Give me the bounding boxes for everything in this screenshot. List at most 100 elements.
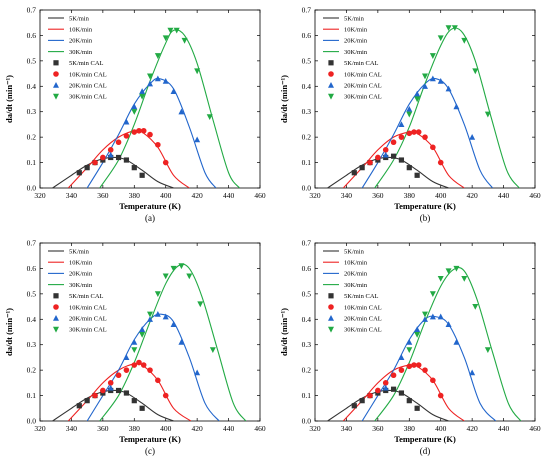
legend-label-20k-min: 20K/min xyxy=(69,271,93,278)
plot-area xyxy=(327,265,522,421)
x-axis-title: Temperature (K) xyxy=(119,434,181,444)
y-tick-label: 0.1 xyxy=(27,391,37,400)
point-30k-min-cal xyxy=(472,68,479,75)
y-axis-title: da/dt (min⁻¹) xyxy=(279,308,289,356)
point-5k-min-cal xyxy=(351,403,357,409)
x-tick-label: 460 xyxy=(254,191,266,200)
point-30k-min-cal xyxy=(131,109,138,115)
point-30k-min-cal xyxy=(461,276,468,282)
point-10k-min-cal xyxy=(437,159,444,166)
point-30k-min-cal xyxy=(451,25,458,31)
legend-swatch-20k-min-cal xyxy=(53,82,59,88)
point-5k-min-cal xyxy=(406,398,412,404)
x-tick-label: 380 xyxy=(404,424,416,433)
chart-panel-3: 320 340 360 380 400 420 440 460 0.0 0.1 0.2 0.3 0.4 0… xyxy=(4,239,266,457)
legend: 5K/min 10K/min 20K/min 30K/min 5K/min CAL 10K… xyxy=(48,248,107,334)
y-tick-label: 0.1 xyxy=(302,158,312,167)
legend-swatch-20k-min-cal xyxy=(328,315,334,321)
x-tick-label: 460 xyxy=(254,424,266,433)
point-5k-min-cal xyxy=(123,390,130,396)
y-tick-label: 0.4 xyxy=(27,315,37,324)
y-tick-label: 0.5 xyxy=(27,289,37,298)
plot-frame xyxy=(314,242,536,422)
legend-label-5k-min: 5K/min xyxy=(69,248,90,255)
plot-frame xyxy=(39,242,261,422)
point-10k-min-cal xyxy=(382,147,389,153)
point-5k-min-cal xyxy=(139,405,145,411)
x-tick-label: 340 xyxy=(66,191,78,200)
point-30k-min-cal xyxy=(139,331,146,338)
legend-label-10k-min: 10K/min xyxy=(344,27,368,34)
point-20k-min-cal xyxy=(429,313,436,320)
point-20k-min-cal xyxy=(437,78,444,84)
legend-label-5k-min: 5K/min xyxy=(344,15,365,22)
y-tick-label: 0.6 xyxy=(27,31,37,40)
x-tick-label: 420 xyxy=(192,424,204,433)
x-tick-label: 440 xyxy=(223,424,235,433)
point-20k-min-cal xyxy=(429,75,436,82)
x-tick-label: 400 xyxy=(435,191,447,200)
point-30k-min-cal xyxy=(445,25,452,31)
x-tick-label: 400 xyxy=(435,424,447,433)
point-10k-min-cal xyxy=(411,129,417,135)
point-30k-min-cal xyxy=(162,35,169,42)
point-10k-min-cal xyxy=(123,367,130,373)
x-tick-label: 420 xyxy=(467,424,479,433)
point-10k-min-cal xyxy=(430,377,436,384)
legend-swatch-5k-min-cal xyxy=(53,60,59,66)
point-10k-min-cal xyxy=(390,139,397,146)
x-tick-label: 420 xyxy=(192,191,204,200)
x-tick-label: 360 xyxy=(372,191,384,200)
point-20k-min-cal xyxy=(437,313,444,320)
point-20k-min-cal xyxy=(131,103,138,110)
y-tick-label: 0.4 xyxy=(27,82,37,91)
point-5k-min-cal xyxy=(351,170,357,176)
point-30k-min-cal xyxy=(422,73,428,80)
plot-frame xyxy=(39,9,261,189)
point-20k-min-cal xyxy=(406,105,413,112)
chart-panel-4: 320 340 360 380 400 420 440 460 0.0 0.1 0.2 0.3 0.4 0… xyxy=(279,239,541,457)
legend-label-30k-min-cal: 30K/min CAL xyxy=(344,327,382,334)
series-line-5k-min xyxy=(52,389,174,421)
point-10k-min-cal xyxy=(140,362,147,368)
point-10k-min-cal xyxy=(367,159,373,166)
point-10k-min-cal xyxy=(136,127,142,134)
point-20k-min-cal xyxy=(170,321,177,327)
series-line-20k-min xyxy=(361,315,497,421)
legend-label-30k-min: 30K/min xyxy=(344,282,368,289)
point-20k-min-cal xyxy=(154,311,161,317)
point-30k-min-cal xyxy=(429,53,436,59)
panel-label: (c) xyxy=(145,446,155,456)
point-30k-min-cal xyxy=(154,291,161,298)
point-30k-min-cal xyxy=(406,111,413,118)
point-30k-min-cal xyxy=(437,276,444,282)
point-30k-min-cal xyxy=(173,27,180,34)
point-30k-min-cal xyxy=(414,331,421,338)
series-line-10k-min xyxy=(67,362,192,421)
point-20k-min-cal xyxy=(162,78,169,84)
legend: 5K/min 10K/min 20K/min 30K/min 5K/min CAL 10K… xyxy=(323,15,382,101)
y-tick-label: 0.5 xyxy=(302,56,312,65)
legend-label-5k-min: 5K/min xyxy=(344,248,365,255)
point-30k-min-cal xyxy=(162,273,169,280)
point-30k-min-cal xyxy=(472,303,479,310)
point-30k-min-cal xyxy=(453,265,460,272)
point-30k-min-cal xyxy=(414,96,421,103)
series-line-30k-min xyxy=(374,27,520,188)
legend-label-30k-min-cal: 30K/min CAL xyxy=(69,327,107,334)
legend-label-5k-min: 5K/min xyxy=(69,15,90,22)
point-10k-min-cal xyxy=(390,372,397,379)
point-30k-min-cal xyxy=(147,311,153,318)
series-line-5k-min xyxy=(327,156,449,188)
series-line-30k-min xyxy=(99,263,247,421)
legend-label-10k-min: 10K/min xyxy=(69,27,93,34)
point-10k-min-cal xyxy=(430,144,436,151)
point-20k-min-cal xyxy=(178,338,185,345)
point-30k-min-cal xyxy=(131,347,138,353)
point-10k-min-cal xyxy=(155,141,161,148)
y-tick-label: 0.3 xyxy=(27,340,37,349)
legend-swatch-30k-min-cal xyxy=(328,93,334,100)
chart-panel-1: 320 340 360 380 400 420 440 460 0.0 0.1 0.2 0.3 0.4 0… xyxy=(4,6,266,224)
